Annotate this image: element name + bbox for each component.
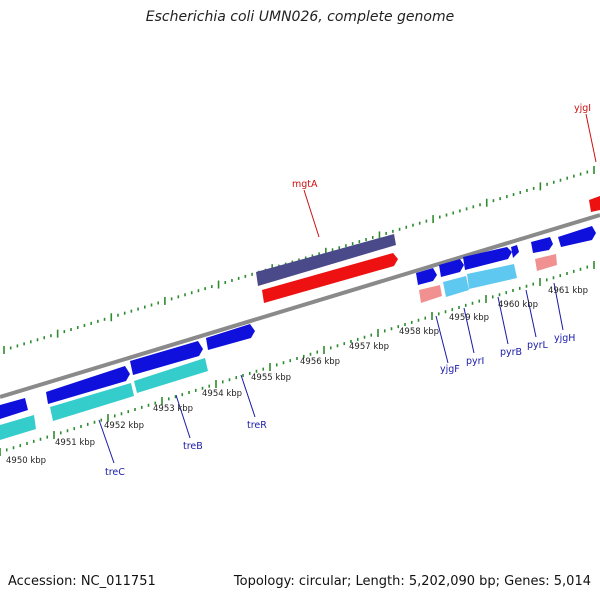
gene-yjgi[interactable] (589, 196, 600, 212)
gene-forward-10[interactable] (558, 226, 596, 247)
kbp-label: 4952 kbp (104, 421, 144, 431)
gene-label-pyrl[interactable]: pyrL (527, 340, 549, 351)
gene-forward-7[interactable] (463, 247, 512, 270)
kbp-label: 4957 kbp (349, 342, 389, 352)
gene-label-pyri[interactable]: pyrI (466, 356, 484, 367)
kbp-label: 4953 kbp (153, 404, 193, 414)
feature-layer (0, 196, 600, 440)
rna-reverse-1[interactable] (0, 415, 36, 440)
rna-reverse-5[interactable] (467, 264, 517, 289)
pseudo-2[interactable] (535, 254, 557, 271)
map-title: Escherichia coli UMN026, complete genome (145, 9, 455, 25)
pseudo-1[interactable] (419, 285, 442, 303)
gene-label-trec[interactable]: treC (105, 467, 125, 478)
kbp-label: 4951 kbp (55, 438, 95, 448)
label-leaders (98, 113, 597, 464)
kbp-label: 4950 kbp (6, 456, 46, 466)
gene-label-layer: mgtA yjgI treC treB treR yjgF pyrI pyrB pyrL yjgH (105, 103, 591, 478)
rna-reverse-2[interactable] (50, 383, 134, 421)
kbp-label: 4956 kbp (300, 357, 340, 367)
kbp-label-layer: 4950 kbp 4951 kbp 4952 kbp 4953 kbp 4954 kbp… (6, 286, 588, 466)
gene-forward-8[interactable] (511, 245, 519, 258)
kbp-label: 4954 kbp (202, 389, 242, 399)
gene-label-yjgh[interactable]: yjgH (554, 333, 575, 344)
gene-label-yjgf[interactable]: yjgF (440, 364, 460, 375)
gene-forward-5[interactable] (416, 268, 437, 285)
rna-reverse-3[interactable] (134, 358, 208, 393)
gene-label-pyrb[interactable]: pyrB (500, 347, 522, 358)
tick-track-lower (0, 261, 595, 456)
rna-reverse-4[interactable] (443, 276, 469, 297)
genome-backbone (0, 213, 600, 399)
tick-track-upper (3, 166, 595, 354)
gene-forward-6[interactable] (439, 259, 464, 277)
gene-label-mgta[interactable]: mgtA (292, 179, 318, 190)
accession-label: Accession: NC_011751 (8, 574, 156, 589)
gene-forward-2[interactable] (46, 366, 130, 404)
kbp-label: 4958 kbp (399, 327, 439, 337)
gene-forward-3[interactable] (130, 341, 203, 375)
kbp-label: 4959 kbp (449, 313, 489, 323)
gene-label-treb[interactable]: treB (183, 441, 203, 452)
kbp-label: 4955 kbp (251, 373, 291, 383)
gene-forward-9[interactable] (531, 237, 553, 253)
genome-summary: Topology: circular; Length: 5,202,090 bp… (233, 574, 591, 589)
feature-mgta-outer[interactable] (256, 234, 396, 286)
gene-forward-1[interactable] (0, 398, 28, 419)
gene-forward-4[interactable] (206, 324, 255, 350)
kbp-label: 4961 kbp (548, 286, 588, 296)
kbp-label: 4960 kbp (498, 300, 538, 310)
gene-mgta[interactable] (262, 253, 398, 303)
gene-label-yjgi[interactable]: yjgI (574, 103, 591, 114)
gene-label-trer[interactable]: treR (247, 420, 267, 431)
